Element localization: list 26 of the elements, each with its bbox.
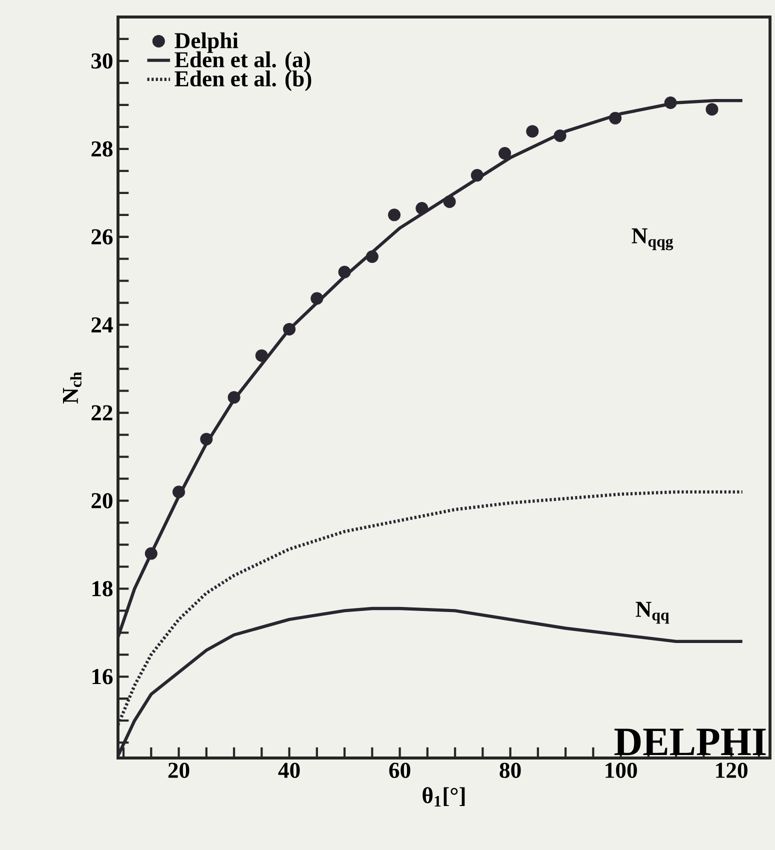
x-tick-label: 80	[500, 762, 521, 778]
x-tick-label: 100	[606, 762, 637, 778]
y-tick-label: 20	[92, 493, 112, 508]
y-tick-label: 26	[92, 229, 113, 244]
y-tick-label: 16	[92, 669, 113, 684]
x-axis-title: θ$_{1}$[°]	[422, 787, 465, 806]
y-tick-label: 24	[92, 317, 113, 332]
x-tick-label: 40	[278, 762, 300, 778]
y-tick-label: 18	[92, 581, 113, 596]
annotation: N$_{qq}$	[636, 602, 670, 624]
y-tick-label: 30	[91, 53, 112, 69]
annotation: DELPHI	[614, 728, 766, 756]
x-tick-label: 20	[168, 762, 190, 778]
y-axis-title: N$_{ch}$	[63, 372, 82, 404]
legend-label: Eden et al. (b)	[174, 70, 312, 92]
annotation: N$_{qqg}$	[632, 228, 674, 250]
y-tick-label: 22	[92, 405, 112, 420]
legend-label: Eden et al. (a)	[174, 51, 310, 72]
point	[498, 147, 512, 160]
y-tick-label: 28	[92, 141, 113, 157]
x-tick-label: 120	[716, 762, 748, 778]
point	[706, 103, 718, 116]
point	[526, 125, 539, 138]
point	[388, 208, 401, 222]
x-tick-label: 60	[389, 762, 410, 778]
legend-label: Delphi	[174, 32, 238, 53]
